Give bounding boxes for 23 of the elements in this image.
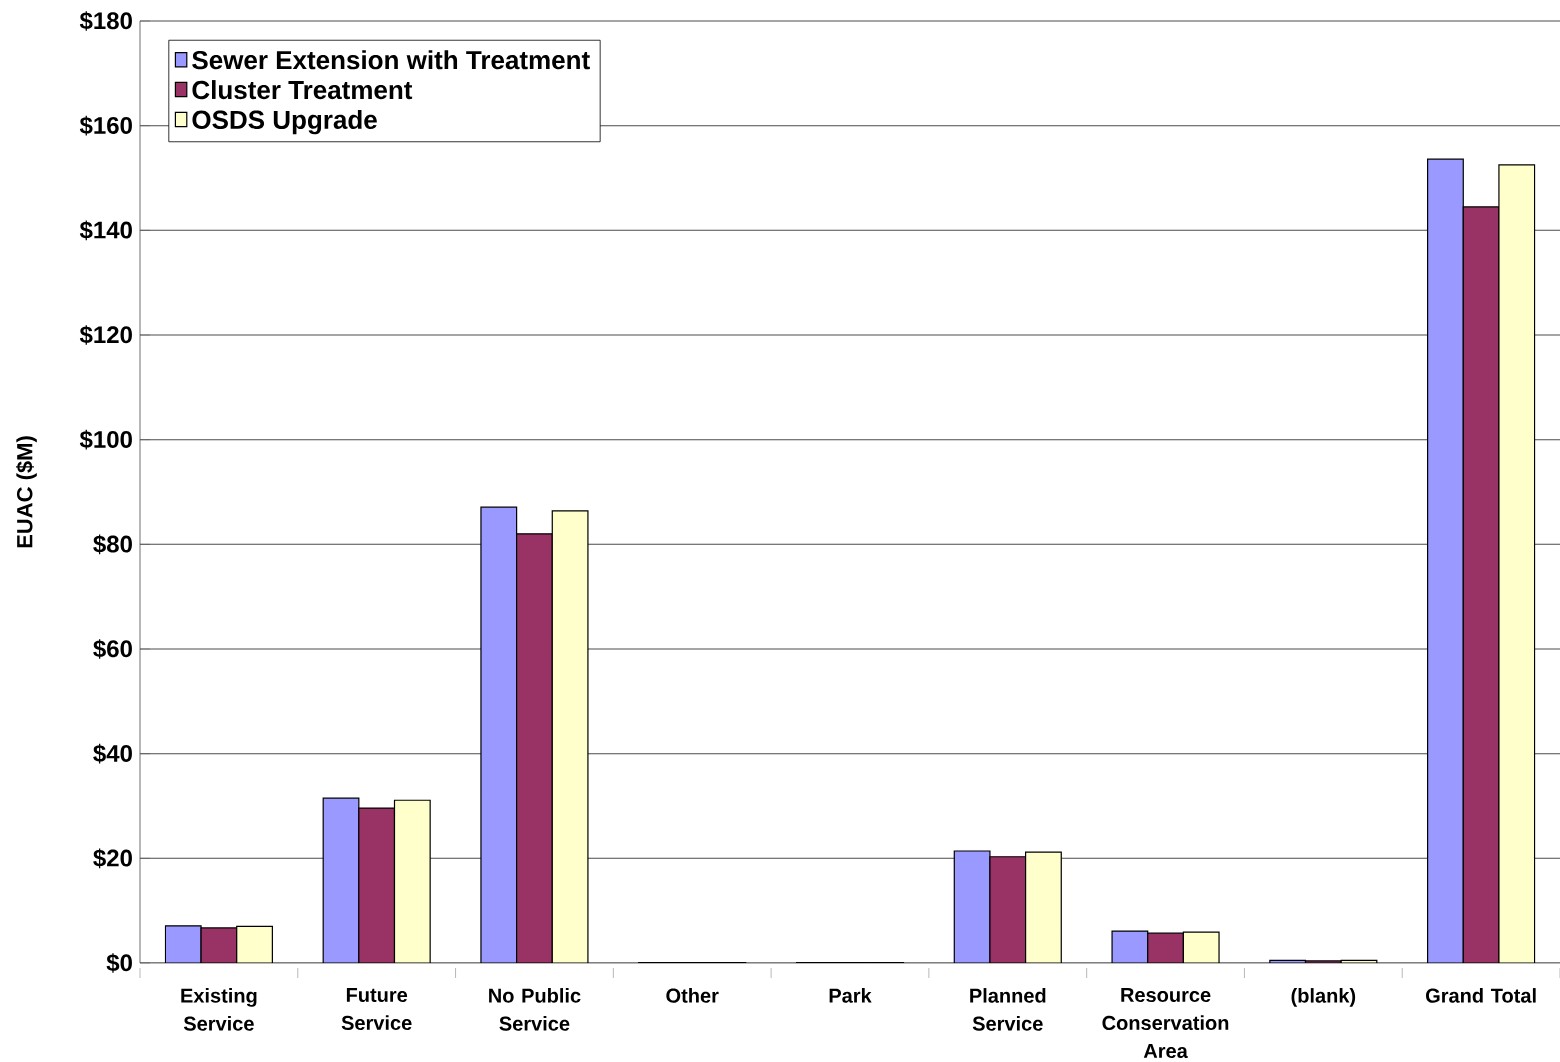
x-tick-label: Planned Service: [970, 988, 1046, 1031]
legend-label: Cluster Treatment: [192, 80, 413, 100]
x-tick-label: Grand Total: [1425, 988, 1536, 1003]
y-tick-label: $80: [93, 534, 132, 555]
x-tick-label: Resource Conservation Area: [1102, 988, 1229, 1059]
y-tick-label: $40: [93, 743, 132, 764]
x-tick-label: Park: [829, 988, 872, 1003]
y-axis-title: EUAC ($M): [15, 436, 37, 548]
x-tick-label: Existing Service: [181, 988, 257, 1031]
x-tick-label: Future Service: [341, 988, 412, 1031]
y-tick-label: $0: [106, 953, 132, 973]
y-tick-label: $60: [93, 639, 132, 659]
y-tick-label: $100: [79, 429, 132, 450]
legend-label: Sewer Extension with Treatment: [192, 50, 590, 70]
x-tick-label: Other: [666, 988, 719, 1003]
y-tick-label: $160: [79, 115, 132, 136]
y-tick-label: $140: [79, 220, 132, 241]
legend-label: OSDS Upgrade: [192, 109, 377, 135]
y-tick-label: $180: [79, 11, 132, 31]
y-tick-label: $120: [79, 325, 132, 345]
x-tick-label: (blank): [1291, 988, 1356, 1007]
y-tick-label: $20: [93, 848, 132, 869]
x-tick-label: No Public Service: [489, 988, 581, 1031]
